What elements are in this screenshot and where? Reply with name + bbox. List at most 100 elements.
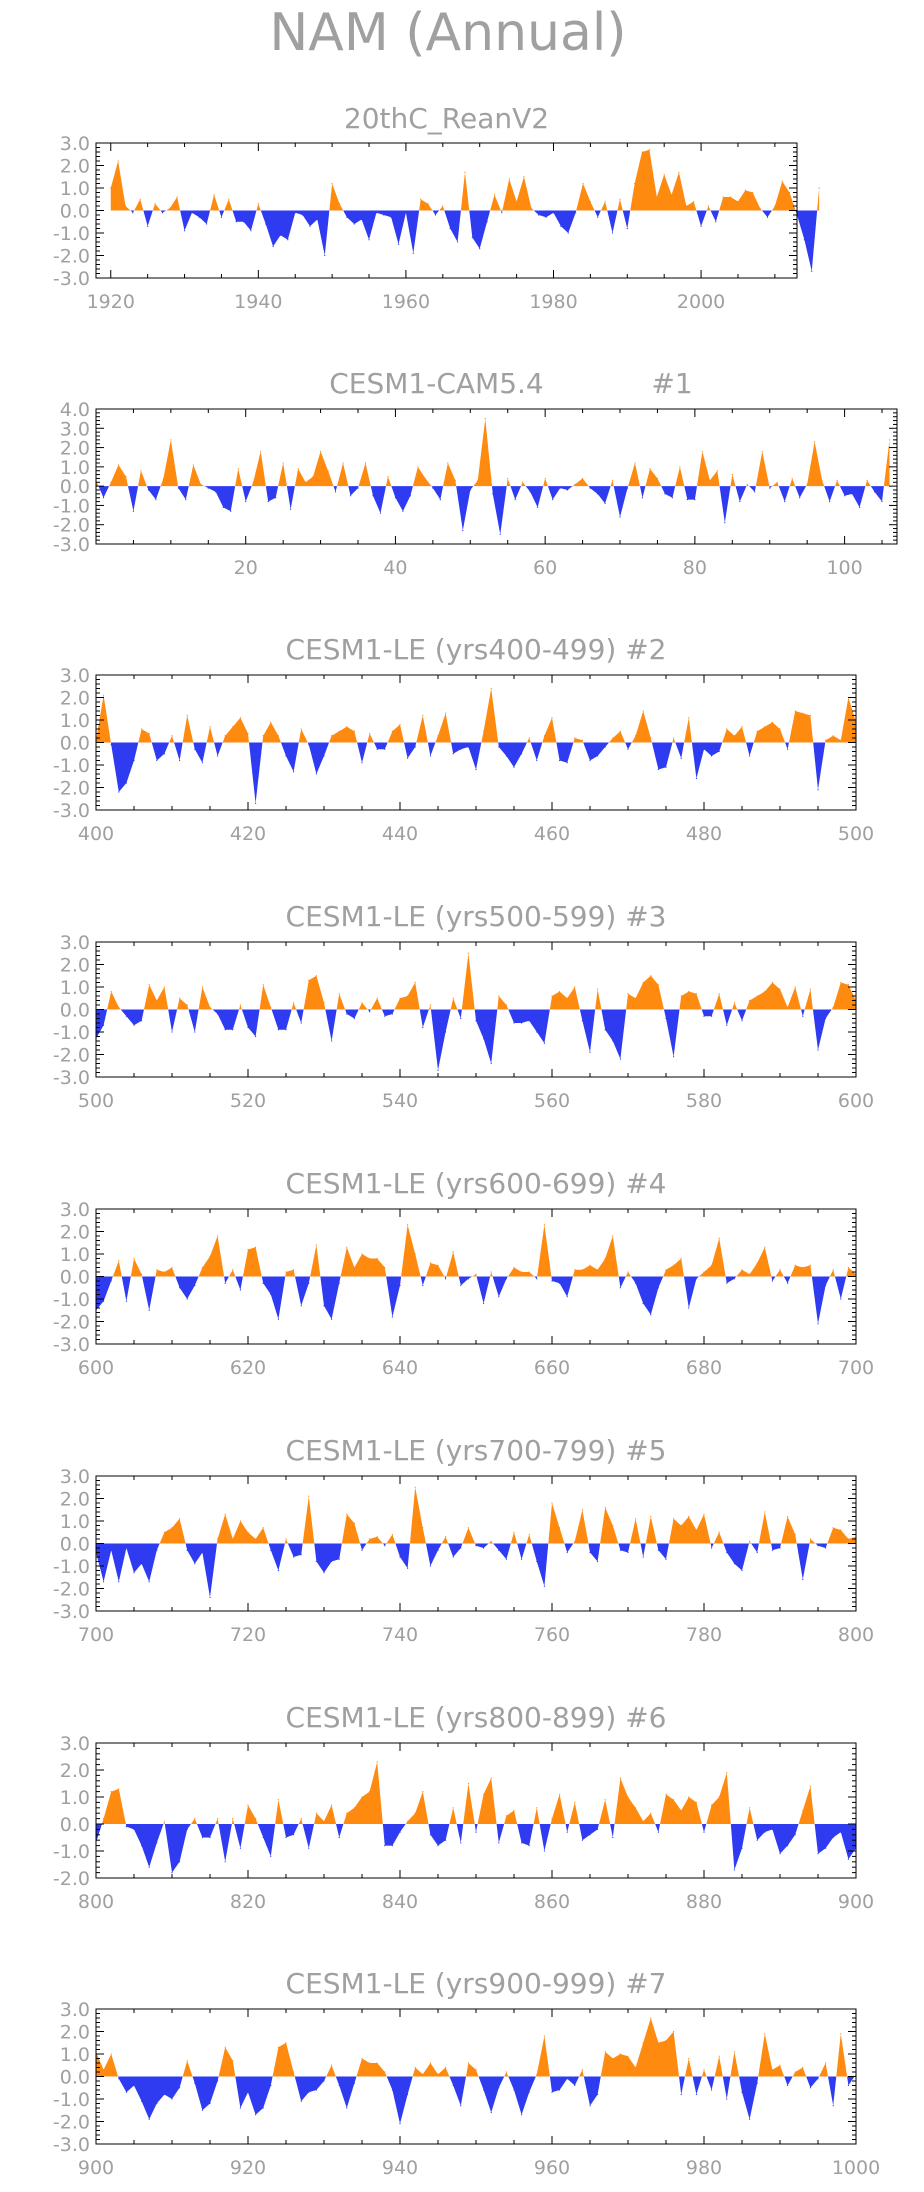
data-point <box>417 466 419 468</box>
data-point <box>287 239 289 241</box>
data-point <box>118 1260 120 1262</box>
data-point <box>338 1836 340 1839</box>
data-point <box>349 495 352 497</box>
data-point <box>483 1793 485 1795</box>
data-point <box>267 500 269 503</box>
data-point <box>543 1850 546 1852</box>
data-point <box>619 2053 622 2055</box>
data-point <box>840 2033 842 2035</box>
data-point <box>809 1538 812 1540</box>
data-point <box>695 2093 698 2096</box>
data-point <box>528 1533 530 1536</box>
x-tick-label: 1920 <box>87 291 135 313</box>
data-point <box>642 2042 644 2044</box>
data-point <box>498 1296 500 1298</box>
data-point <box>412 252 414 254</box>
data-point <box>407 2093 409 2096</box>
data-point <box>394 497 397 499</box>
y-tick-label: 1.0 <box>60 457 90 479</box>
data-point <box>270 721 272 723</box>
y-tick-label: -2.0 <box>53 1868 90 1890</box>
data-point <box>764 2033 766 2035</box>
data-point <box>323 1820 325 1822</box>
data-point <box>722 196 724 198</box>
data-point <box>665 1793 667 1795</box>
data-point <box>847 1538 850 1540</box>
data-point <box>171 1031 173 1033</box>
y-tick-label: 0.0 <box>60 2067 90 2089</box>
data-point <box>323 755 325 757</box>
data-point <box>405 212 407 214</box>
data-point <box>490 2111 492 2114</box>
data-point <box>779 728 781 730</box>
data-point <box>186 2060 188 2062</box>
data-point <box>237 468 239 470</box>
data-point <box>703 1271 705 1273</box>
x-tick-label: 500 <box>838 823 874 845</box>
data-point <box>528 737 530 739</box>
data-point <box>764 1246 766 1248</box>
data-point <box>832 1836 834 1839</box>
data-point <box>402 510 404 512</box>
data-point <box>429 1834 431 1836</box>
data-point <box>442 205 444 207</box>
data-point <box>756 1839 758 1841</box>
data-point <box>821 479 823 481</box>
panel-4: CESM1-LE (yrs500-599) #3 -3.0-2.0-1.00.01… <box>53 900 874 1112</box>
data-point <box>331 1560 333 1563</box>
data-point <box>315 2089 317 2091</box>
data-point <box>163 753 165 755</box>
data-point <box>110 990 112 993</box>
data-point <box>376 2062 378 2064</box>
data-point <box>449 227 451 230</box>
y-tick-label: 3.0 <box>60 1199 90 1221</box>
data-point <box>445 1839 447 1841</box>
data-point <box>391 1533 393 1536</box>
data-point <box>711 1804 713 1806</box>
data-point <box>342 462 344 464</box>
data-point <box>832 1269 834 1271</box>
data-point <box>559 1527 561 1529</box>
data-point <box>300 1022 302 1024</box>
data-point <box>445 1536 447 1538</box>
data-point <box>222 506 224 508</box>
data-point <box>346 216 348 218</box>
y-tick-label: 3.0 <box>60 1999 90 2021</box>
data-point <box>118 2078 120 2080</box>
data-point <box>817 1049 819 1051</box>
data-point <box>316 218 318 221</box>
data-point <box>110 481 112 483</box>
data-point <box>206 223 208 225</box>
data-point <box>716 470 718 472</box>
data-point <box>460 1017 462 1020</box>
data-point <box>626 487 629 489</box>
data-point <box>171 1872 173 1874</box>
data-point <box>635 2066 637 2069</box>
data-point <box>574 1801 576 1803</box>
data-point <box>300 1305 302 1307</box>
data-point <box>228 198 230 200</box>
positive-anomaly-area <box>101 1761 815 1824</box>
y-tick-label: -2.0 <box>53 1579 90 1601</box>
data-point <box>559 759 561 762</box>
data-point <box>799 497 801 499</box>
data-point <box>566 1551 568 1554</box>
y-tick-label: 1.0 <box>60 710 90 732</box>
negative-anomaly-area <box>118 2076 855 2124</box>
data-point <box>551 1818 553 1820</box>
data-point <box>277 735 279 737</box>
data-point <box>612 737 614 739</box>
data-point <box>574 483 576 485</box>
data-point <box>141 2100 143 2102</box>
data-point <box>357 487 359 489</box>
data-point <box>642 1556 644 1558</box>
data-point <box>612 2057 614 2060</box>
data-point <box>247 732 249 735</box>
data-point <box>338 1282 340 1284</box>
x-tick-label: 1940 <box>234 291 282 313</box>
data-point <box>217 1818 219 1820</box>
data-point <box>407 995 409 997</box>
data-point <box>475 1545 477 1547</box>
data-point <box>619 198 621 200</box>
data-point <box>779 2064 781 2066</box>
